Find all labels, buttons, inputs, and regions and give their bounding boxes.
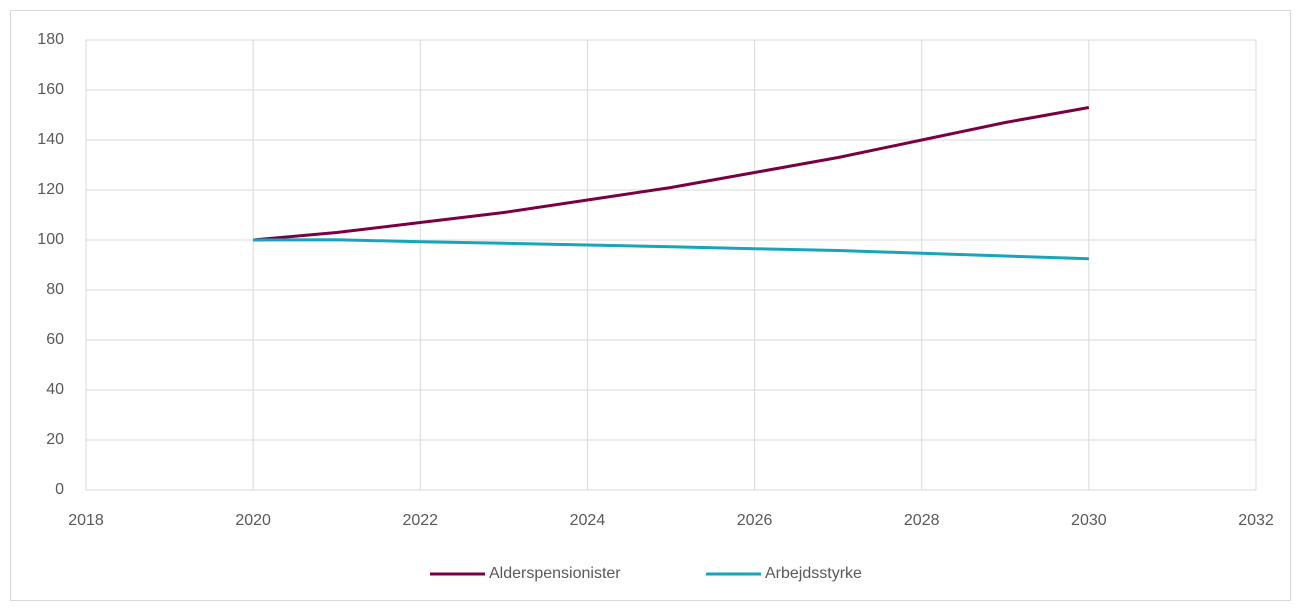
y-tick-label: 160: [37, 81, 64, 98]
y-tick-label: 180: [37, 31, 64, 48]
y-tick-label: 100: [37, 231, 64, 248]
data-line: [253, 238, 1089, 261]
x-tick-label: 2026: [737, 512, 773, 529]
x-tick-label: 2030: [1071, 512, 1107, 529]
y-tick-label: 60: [46, 331, 64, 348]
x-tick-label: 2032: [1238, 512, 1274, 529]
x-tick-label: 2020: [235, 512, 271, 529]
legend-label: Arbejdsstyrke: [765, 565, 862, 582]
legend-label: Alderspensionister: [489, 565, 621, 582]
x-tick-label: 2022: [402, 512, 438, 529]
y-tick-label: 0: [55, 481, 64, 498]
x-tick-label: 2028: [904, 512, 940, 529]
y-tick-label: 40: [46, 381, 64, 398]
y-tick-label: 140: [37, 131, 64, 148]
data-line: [253, 106, 1090, 242]
y-tick-label: 120: [37, 181, 64, 198]
y-tick-label: 20: [46, 431, 64, 448]
x-tick-label: 2024: [570, 512, 606, 529]
y-tick-label: 80: [46, 281, 64, 298]
x-tick-label: 2018: [68, 512, 104, 529]
